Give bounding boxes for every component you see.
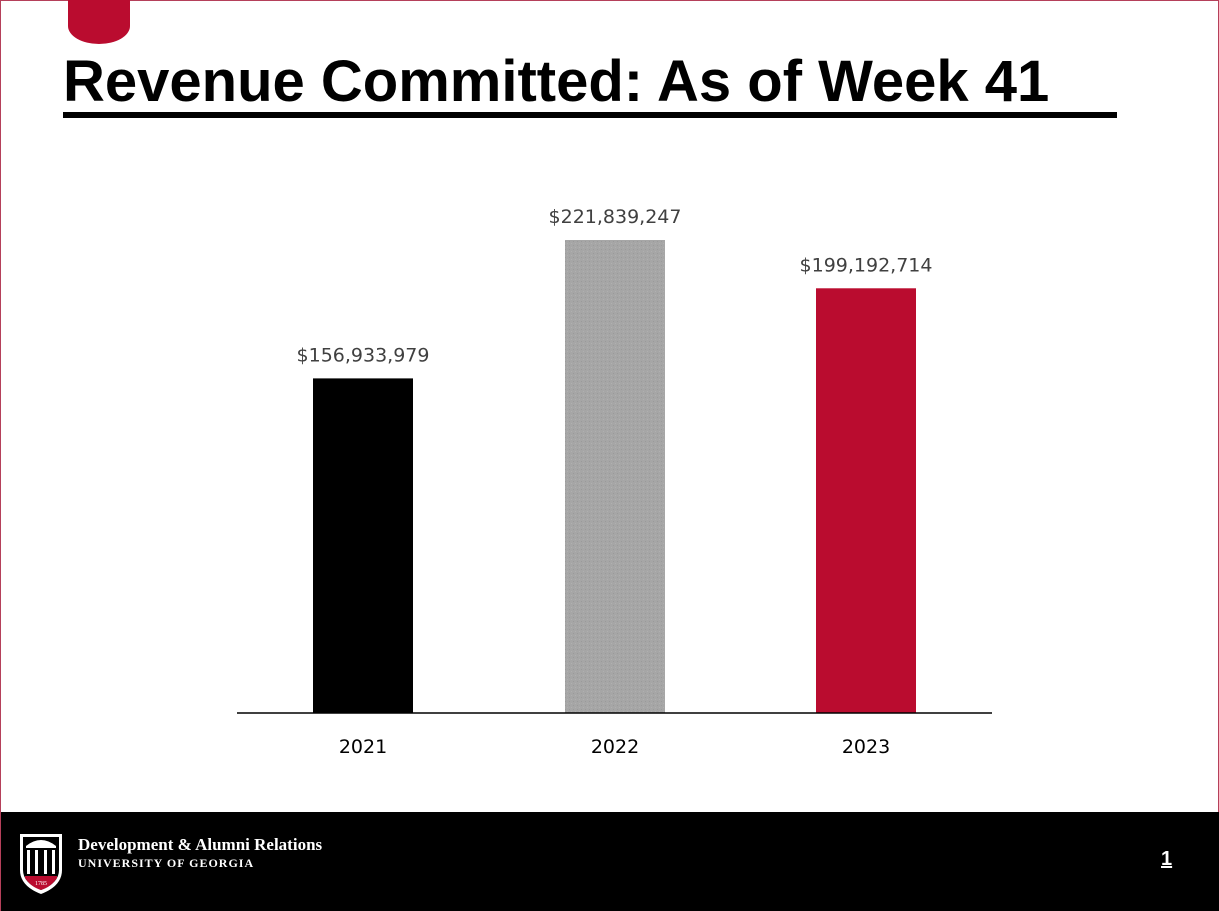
tick-label-2022: 2022 (591, 736, 639, 758)
university-name: UNIVERSITY OF GEORGIA (78, 856, 255, 870)
data-label-2023: $199,192,714 (800, 254, 933, 276)
bar-2021 (313, 378, 413, 713)
bar-2023 (816, 288, 916, 713)
page-number: 1 (1161, 848, 1173, 870)
seal-year: 1785 (35, 881, 47, 887)
tick-label-2021: 2021 (339, 736, 387, 758)
data-label-2021: $156,933,979 (297, 344, 430, 366)
slide-title: Revenue Committed: As of Week 41 (63, 49, 1050, 114)
title-underline (63, 112, 1117, 118)
org-name: Development & Alumni Relations (78, 835, 323, 854)
footer-bar: 1785 Development & Alumni Relations UNIV… (1, 812, 1219, 911)
data-label-2022: $221,839,247 (549, 206, 682, 228)
arch-logo-icon: 1785 (20, 834, 62, 894)
tick-label-2023: 2023 (842, 736, 890, 758)
top-accent-tab (68, 0, 130, 44)
labels-layer: $156,933,979 2021 $221,839,247 2022 $199,192… (297, 206, 933, 758)
bar-chart: $156,933,979 2021 $221,839,247 2022 $199,192… (237, 206, 992, 758)
bar-2022 (565, 240, 665, 713)
org-block: Development & Alumni Relations UNIVERSIT… (78, 835, 322, 871)
bars-layer (313, 240, 916, 713)
